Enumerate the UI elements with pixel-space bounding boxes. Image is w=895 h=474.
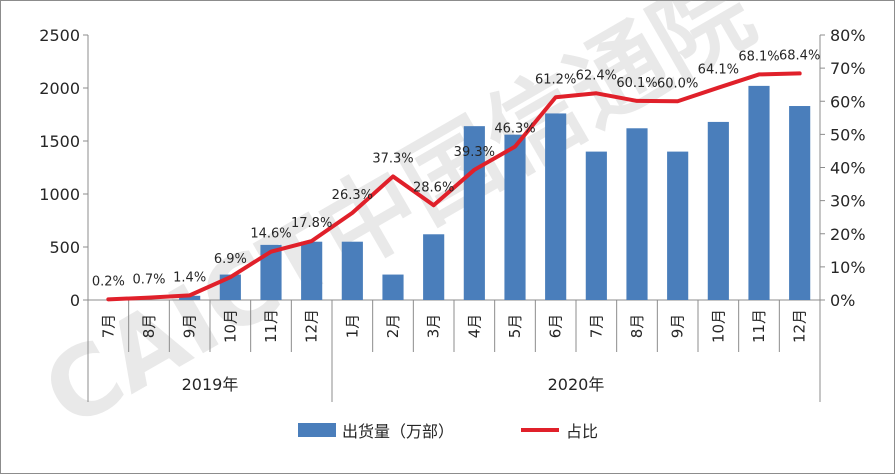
line-point — [757, 72, 761, 76]
x-group-label: 2020年 — [548, 375, 605, 394]
x-group-label: 2019年 — [182, 375, 239, 394]
data-label: 60.0% — [657, 76, 698, 91]
legend-label-line: 占比 — [566, 422, 598, 441]
bar — [423, 234, 445, 300]
y-right-tick-label: 0% — [830, 291, 855, 310]
y-left-tick-label: 2500 — [39, 26, 80, 45]
data-label: 28.6% — [413, 180, 454, 195]
line-series — [106, 71, 802, 302]
line-point — [432, 203, 436, 207]
x-tick-label: 10月 — [709, 309, 727, 343]
line-point — [513, 145, 517, 149]
data-label: 37.3% — [372, 151, 413, 166]
line-point — [147, 296, 151, 300]
data-label: 17.8% — [291, 216, 332, 231]
x-tick-label: 4月 — [465, 314, 483, 339]
bar — [179, 295, 201, 300]
line-point — [269, 250, 273, 254]
data-label: 61.2% — [535, 72, 576, 87]
x-tick-label: 12月 — [303, 309, 321, 343]
bars — [179, 85, 811, 301]
line-point — [594, 91, 598, 95]
y-right-tick-label: 70% — [830, 59, 866, 78]
axes: 0 500 1000 1500 2000 2500 0% 10% 20% 30% 40% 50% 60%… — [39, 26, 866, 402]
line-point — [554, 95, 558, 99]
x-tick-label: 2月 — [384, 314, 402, 339]
x-tick-label: 9月 — [181, 314, 199, 339]
y-left-tick-label: 2000 — [39, 79, 80, 98]
line-point — [228, 275, 232, 279]
y-right-tick-label: 10% — [830, 258, 866, 277]
line-point — [106, 297, 110, 301]
watermark-text: CAICT中国信通院 — [26, 0, 772, 450]
data-label: 0.2% — [92, 274, 125, 289]
x-tick-label: 1月 — [343, 314, 361, 339]
y-left-tick-label: 500 — [49, 238, 80, 257]
data-label: 39.3% — [454, 145, 495, 160]
legend: 出货量（万部） 占比 — [298, 422, 598, 441]
data-label: 6.9% — [214, 252, 247, 267]
line-point — [391, 174, 395, 178]
data-labels: 0.2% 0.7% 1.4% 6.9%14.6%17.8%26.3% 37.3%28.6… — [92, 48, 821, 289]
bar — [463, 126, 485, 300]
x-tick-label: 7月 — [99, 314, 117, 339]
data-label: 68.4% — [779, 48, 820, 63]
line-point — [798, 71, 802, 75]
bar — [545, 113, 567, 300]
line-point — [188, 293, 192, 297]
x-tick-label: 10月 — [221, 309, 239, 343]
data-label: 64.1% — [698, 63, 739, 78]
data-label: 0.7% — [132, 273, 165, 288]
bar — [789, 106, 811, 301]
y-right-tick-label: 30% — [830, 192, 866, 211]
line-point — [310, 239, 314, 243]
x-tick-label: 8月 — [140, 314, 158, 339]
line-point — [676, 99, 680, 103]
bar — [301, 241, 323, 300]
x-tick-label: 12月 — [791, 309, 809, 343]
bar — [748, 85, 770, 300]
x-tick-label: 8月 — [628, 314, 646, 339]
data-label: 26.3% — [332, 188, 373, 203]
x-tick-label: 6月 — [547, 314, 565, 339]
line-point — [716, 86, 720, 90]
watermark: CAICT中国信通院 — [26, 0, 772, 450]
y-right-tick-label: 20% — [830, 225, 866, 244]
legend-label-bar: 出货量（万部） — [342, 422, 454, 441]
legend-swatch-bar — [298, 423, 336, 437]
y-right-tick-label: 60% — [830, 92, 866, 111]
data-label: 14.6% — [250, 227, 291, 242]
y-left-tick-label: 1000 — [39, 185, 80, 204]
bar — [667, 151, 689, 300]
bar — [341, 241, 363, 300]
bar — [585, 151, 607, 300]
y-right-tick-label: 40% — [830, 159, 866, 178]
data-label: 60.1% — [616, 76, 657, 91]
line-point — [472, 168, 476, 172]
x-tick-label: 11月 — [262, 309, 280, 343]
x-tick-label: 11月 — [750, 309, 768, 343]
data-label: 68.1% — [738, 49, 779, 64]
data-label: 62.4% — [576, 68, 617, 83]
x-tick-label: 7月 — [587, 314, 605, 339]
y-left-tick-label: 0 — [70, 291, 80, 310]
y-left-tick-label: 1500 — [39, 132, 80, 151]
bar — [504, 134, 526, 300]
x-tick-label: 3月 — [425, 314, 443, 339]
bar — [382, 274, 404, 300]
bar — [626, 128, 648, 300]
x-tick-label: 9月 — [669, 314, 687, 339]
line-path — [106, 71, 802, 302]
bar — [260, 244, 282, 300]
x-tick-label: 5月 — [506, 314, 524, 339]
line-point — [635, 99, 639, 103]
bar — [707, 121, 729, 300]
data-label: 1.4% — [173, 270, 206, 285]
data-label: 46.3% — [494, 122, 535, 137]
y-right-tick-label: 80% — [830, 26, 866, 45]
y-right-tick-label: 50% — [830, 125, 866, 144]
line-point — [350, 211, 354, 215]
